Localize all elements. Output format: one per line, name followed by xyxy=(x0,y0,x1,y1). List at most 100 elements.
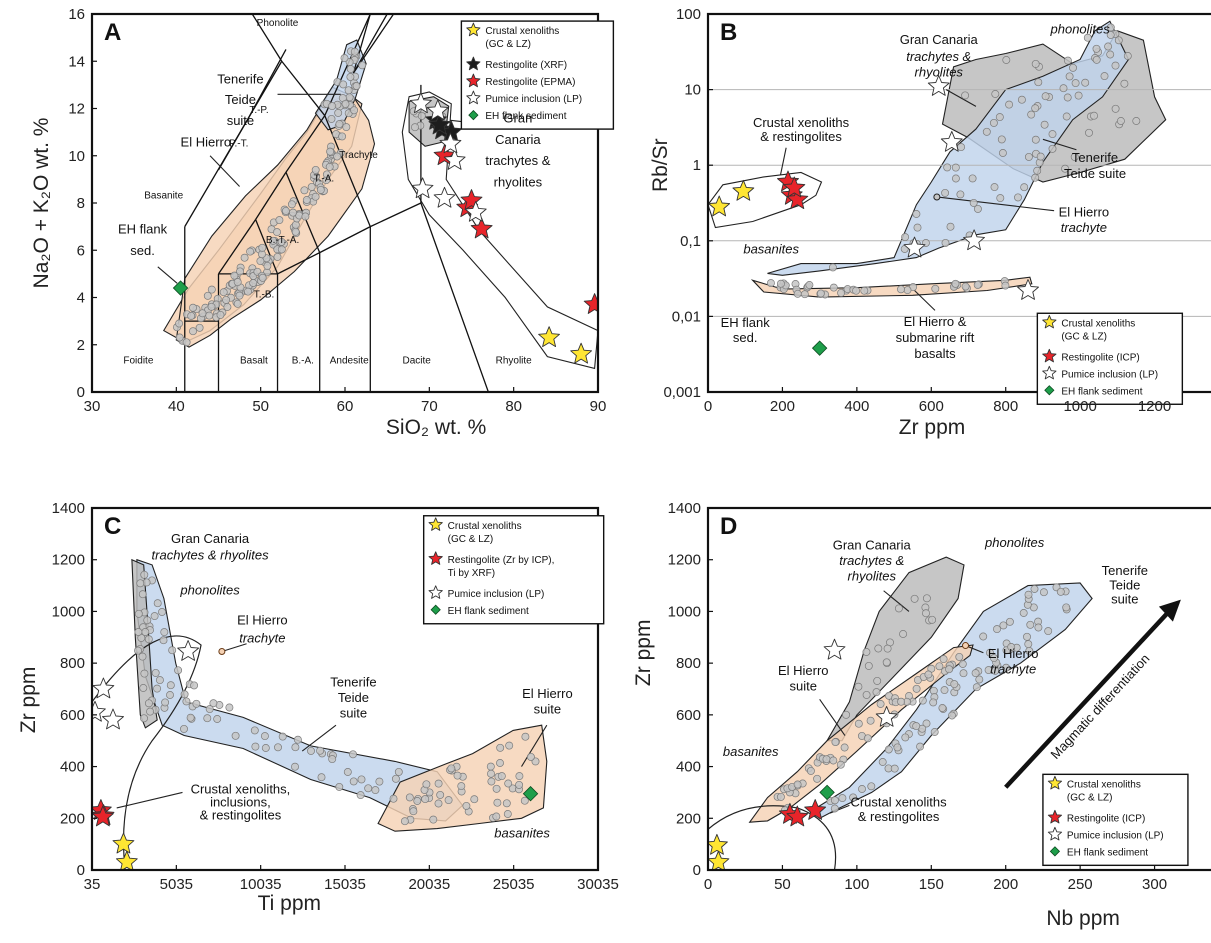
tas-boundary xyxy=(370,202,422,228)
y-tick-label: 1400 xyxy=(668,500,701,517)
gran-canaria-label: trachytes & rhyolites xyxy=(152,548,270,563)
gran-canaria-label: Gran Canaria xyxy=(833,537,912,552)
gran-canaria-sample xyxy=(1092,55,1101,64)
phonolites-label: phonolites xyxy=(984,535,1045,550)
tenerife-sample xyxy=(1083,33,1092,42)
tenerife-sample xyxy=(893,743,902,752)
gran-canaria-sample xyxy=(1104,42,1113,51)
x-tick-label: 30 xyxy=(84,398,101,415)
tenerife-sample xyxy=(972,683,981,692)
tas-boundary xyxy=(251,14,283,62)
el-hierro-sample xyxy=(863,734,872,743)
arrow-head xyxy=(1158,599,1181,622)
el-hierro-sample xyxy=(822,755,831,764)
tenerife-sample xyxy=(913,223,922,232)
rock-field-label: Phonolite xyxy=(257,18,299,29)
el-hierro-sample xyxy=(496,743,505,752)
white-star-point xyxy=(433,186,456,208)
gran-canaria-sample xyxy=(862,690,871,699)
x-tick-label: 70 xyxy=(421,398,438,415)
black-star-legend-icon xyxy=(466,56,481,71)
x-tick-label: 200 xyxy=(993,876,1018,893)
tenerife-sample xyxy=(878,758,887,766)
tenerife-sample xyxy=(912,722,921,731)
el-hierro-sample xyxy=(492,784,501,793)
el-hierro-sample xyxy=(924,670,933,679)
y-tick-label: 0 xyxy=(77,384,85,401)
tenerife-sample xyxy=(357,775,366,784)
tenerife-label: suite xyxy=(227,113,254,128)
tenerife-sample xyxy=(293,735,302,744)
tenerife-sample xyxy=(1048,144,1057,153)
gran-canaria-label: trachytes & xyxy=(839,553,904,568)
legend-entry: Restingolite (ICP) xyxy=(1067,813,1145,824)
el-hierro-rift-label: submarine rift xyxy=(896,330,975,345)
tenerife-sample xyxy=(990,183,999,192)
x-tick-label: 30035 xyxy=(577,876,619,893)
el-hierro-sample xyxy=(273,228,281,237)
tenerife-sample xyxy=(998,149,1007,157)
eh-flank-sed-label: EH flank xyxy=(118,222,168,237)
y-tick-label: 10 xyxy=(684,82,701,99)
legend-entry: Crustal xenoliths xyxy=(1067,779,1141,790)
white-star-point xyxy=(426,99,449,121)
tenerife-sample xyxy=(940,686,949,695)
green-diamond-point xyxy=(811,340,828,356)
tenerife-sample xyxy=(975,675,984,684)
gran-canaria-label: trachytes & xyxy=(906,49,971,64)
green-diamond-legend-icon xyxy=(468,109,479,121)
y-tick-label: 600 xyxy=(676,707,701,724)
tenerife-sample xyxy=(389,794,398,803)
el-hierro-sample xyxy=(487,769,495,778)
tenerife-sample xyxy=(1024,640,1033,649)
el-hierro-sample xyxy=(207,285,216,294)
leader-line xyxy=(936,196,1055,212)
el-hierro-sample xyxy=(350,106,359,115)
gran-canaria-sample xyxy=(134,609,143,618)
white-star-legend-icon xyxy=(428,585,443,599)
tenerife-label: Tenerife xyxy=(330,674,376,689)
tenerife-sample xyxy=(989,118,998,127)
tenerife-sample xyxy=(951,163,960,172)
rock-field-label: P.-T. xyxy=(229,138,248,149)
tenerife-sample xyxy=(999,621,1008,630)
el-hierro-sample xyxy=(776,279,785,288)
el-hierro-sample xyxy=(793,780,802,789)
el-hierro-sample xyxy=(805,281,814,289)
eh-flank-sed-label: sed. xyxy=(733,330,758,345)
el-hierro-trachyte-label: El Hierro xyxy=(988,646,1039,661)
y-tick-label: 1200 xyxy=(52,552,85,569)
x-tick-label: 250 xyxy=(1068,876,1093,893)
el-hierro-sample xyxy=(311,192,320,201)
gran-canaria-sample xyxy=(1041,92,1050,101)
x-tick-label: 0 xyxy=(704,398,712,415)
legend-entry: EH flank sediment xyxy=(448,606,529,617)
el-hierro-sample xyxy=(291,227,300,236)
el-hierro-sample xyxy=(281,206,290,215)
leader-line xyxy=(945,89,977,107)
panel-letter: B xyxy=(720,19,737,46)
gran-canaria-sample xyxy=(873,676,882,685)
y-tick-label: 8 xyxy=(77,195,85,212)
tenerife-sample xyxy=(941,238,950,247)
tenerife-label: suite xyxy=(1111,592,1138,607)
el-hierro-sample xyxy=(277,245,286,254)
el-hierro-label: suite xyxy=(534,702,561,717)
gran-canaria-sample xyxy=(854,682,863,691)
el-hierro-sample xyxy=(195,323,204,332)
red-star-point xyxy=(583,293,598,314)
tenerife-sample xyxy=(901,233,910,242)
tenerife-sample xyxy=(1044,627,1053,636)
el-hierro-sample xyxy=(961,282,970,291)
leader-line xyxy=(521,724,548,767)
white-star-point xyxy=(92,700,106,722)
el-hierro-sample xyxy=(515,780,524,789)
x-tick-label: 800 xyxy=(993,398,1018,415)
crustal-label: Crustal xenoliths xyxy=(850,795,947,810)
tenerife-sample xyxy=(901,733,910,742)
legend-box xyxy=(422,515,605,625)
legend-entry: Restingolite (Zr by ICP), xyxy=(448,555,555,566)
el-hierro-sample xyxy=(189,303,197,312)
el-hierro-sample xyxy=(939,655,948,664)
